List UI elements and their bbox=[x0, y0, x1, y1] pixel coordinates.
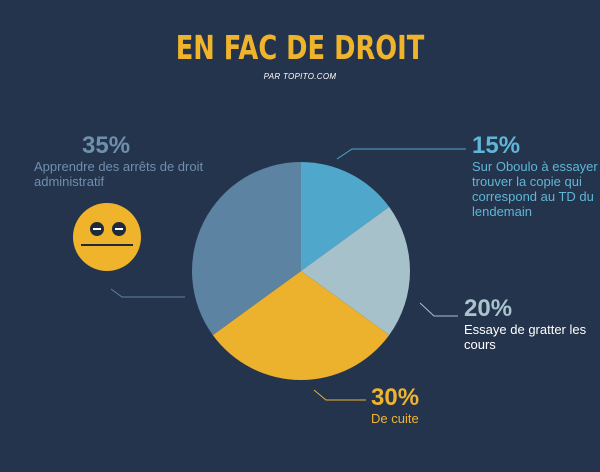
slice-description: Essaye de gratter les cours bbox=[464, 322, 587, 352]
slice-percent: 15% bbox=[472, 132, 521, 159]
slice-percent: 20% bbox=[464, 295, 513, 322]
slice-percent: 35% bbox=[82, 132, 131, 159]
slice-percent: 30% bbox=[371, 384, 420, 411]
neutral-face-icon bbox=[73, 203, 141, 271]
leader-line-35 bbox=[110, 288, 185, 298]
leader-line-20 bbox=[419, 302, 458, 317]
pie-slice-20 bbox=[301, 206, 411, 336]
slice-label-35: 35% Apprendre des arrêts de droit admini… bbox=[34, 133, 234, 190]
slice-label-20: 20% Essaye de gratter les cours bbox=[464, 295, 600, 353]
slice-description: Apprendre des arrêts de droit administra… bbox=[34, 159, 204, 189]
right-eye bbox=[112, 222, 126, 236]
slice-description: Sur Oboulo à essayer de trouver la copie… bbox=[472, 159, 600, 219]
left-eye bbox=[90, 222, 104, 236]
pie-slice-15 bbox=[301, 162, 390, 271]
page-title: EN FAC DE DROIT bbox=[175, 28, 425, 67]
leader-line-30 bbox=[313, 389, 366, 401]
leader-line-15 bbox=[336, 148, 466, 160]
pie-slice-35 bbox=[192, 162, 301, 336]
pie-slice-30 bbox=[212, 271, 390, 380]
page-subtitle: PAR TOPITO.COM bbox=[263, 72, 337, 81]
slice-description: De cuite bbox=[371, 411, 419, 426]
slice-label-30: 30% De cuite bbox=[371, 384, 420, 427]
slice-label-15: 15% Sur Oboulo à essayer de trouver la c… bbox=[472, 132, 600, 220]
mouth bbox=[81, 244, 133, 246]
